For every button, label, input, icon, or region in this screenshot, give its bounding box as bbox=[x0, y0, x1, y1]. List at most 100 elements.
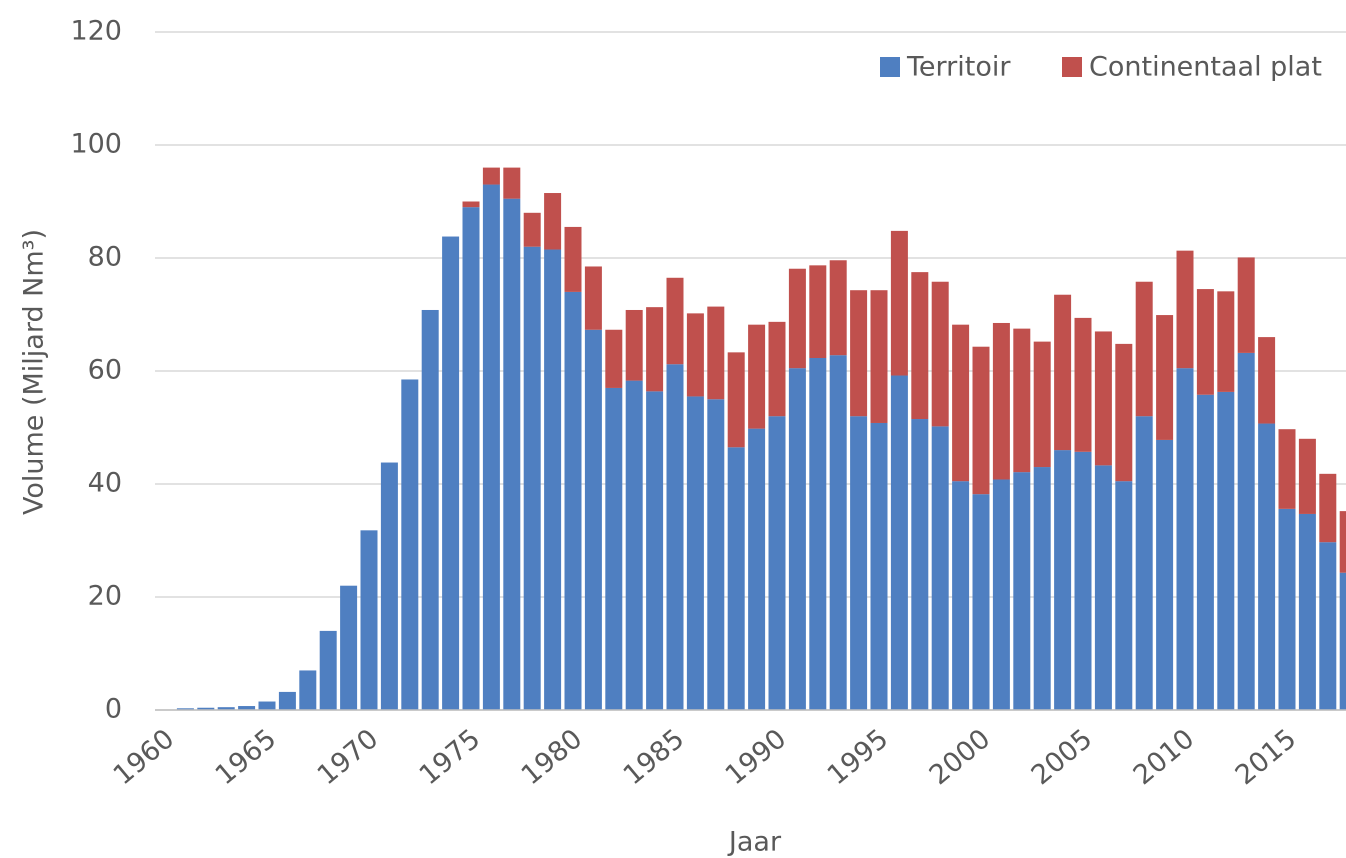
bar-segment bbox=[1339, 511, 1346, 573]
bar-segment bbox=[1033, 341, 1051, 468]
bar-segment bbox=[788, 368, 806, 710]
bar-segment bbox=[931, 426, 949, 710]
bar-segment bbox=[1013, 328, 1031, 473]
bar-segment bbox=[911, 272, 929, 420]
bar-segment bbox=[482, 167, 500, 185]
bar-segment bbox=[809, 265, 827, 359]
bar-segment bbox=[625, 309, 643, 381]
y-tick-label: 100 bbox=[70, 129, 122, 160]
x-tick-label: 1970 bbox=[312, 723, 385, 791]
bar-segment bbox=[1135, 281, 1153, 417]
bar-segment bbox=[646, 391, 664, 710]
bar-segment bbox=[870, 422, 888, 710]
bar-segment bbox=[1258, 337, 1276, 424]
x-tick-label: 1985 bbox=[618, 723, 691, 791]
bar-segment bbox=[1115, 481, 1133, 710]
y-tick-label: 80 bbox=[88, 242, 122, 273]
bar-segment bbox=[544, 193, 562, 250]
bar-segment bbox=[605, 387, 623, 710]
bar-segment bbox=[829, 260, 847, 356]
bar-segment bbox=[850, 290, 868, 417]
bar-segment bbox=[605, 329, 623, 388]
legend-swatch bbox=[880, 57, 900, 77]
bar-segment bbox=[258, 701, 276, 710]
bar-segment bbox=[462, 207, 480, 710]
bar-segment bbox=[992, 322, 1010, 480]
bar-segment bbox=[503, 198, 521, 711]
bar-segment bbox=[972, 494, 990, 710]
legend-swatch bbox=[1062, 57, 1082, 77]
bar-segment bbox=[931, 281, 949, 427]
bar-segment bbox=[1156, 315, 1174, 440]
bar-segment bbox=[850, 416, 868, 710]
y-tick-label: 40 bbox=[88, 468, 122, 499]
x-tick-label: 2015 bbox=[1230, 723, 1303, 791]
bar-segment bbox=[278, 691, 296, 710]
bar-segment bbox=[564, 291, 582, 710]
bar-segment bbox=[1237, 352, 1255, 710]
bar-segment bbox=[1115, 343, 1133, 482]
bar-segment bbox=[707, 399, 725, 710]
bar-segment bbox=[809, 358, 827, 710]
x-tick-label: 2005 bbox=[1026, 723, 1099, 791]
bar-segment bbox=[1074, 317, 1092, 452]
bar-segment bbox=[523, 212, 541, 247]
bar-segment bbox=[564, 226, 582, 292]
bar-segment bbox=[748, 428, 766, 710]
x-tick-label: 1980 bbox=[516, 723, 589, 791]
x-tick-label: 2010 bbox=[1128, 723, 1201, 791]
bar-segment bbox=[686, 313, 704, 397]
bar-segment bbox=[707, 306, 725, 400]
bar-segment bbox=[625, 380, 643, 710]
bar-segment bbox=[1319, 473, 1337, 543]
bar-segment bbox=[727, 447, 745, 710]
bar-segment bbox=[299, 670, 317, 710]
bar-segment bbox=[380, 462, 398, 710]
bar-segment bbox=[1217, 391, 1235, 710]
x-tick-label: 1960 bbox=[108, 723, 181, 791]
bar-segment bbox=[972, 346, 990, 495]
bar-segment bbox=[911, 419, 929, 710]
bar-segment bbox=[1237, 257, 1255, 353]
bar-segment bbox=[176, 708, 194, 710]
bar-segment bbox=[197, 707, 215, 710]
bar-segment bbox=[727, 352, 745, 448]
bar-segment bbox=[401, 379, 419, 710]
y-axis-label: Volume (Miljard Nm³) bbox=[19, 229, 50, 515]
bar-segment bbox=[442, 236, 460, 710]
bar-segment bbox=[1054, 450, 1072, 710]
bar-segment bbox=[788, 268, 806, 369]
bar-segment bbox=[1074, 451, 1092, 710]
x-tick-label: 1995 bbox=[822, 723, 895, 791]
bar-segment bbox=[1135, 416, 1153, 710]
bar-segment bbox=[686, 396, 704, 710]
bar-segment bbox=[829, 355, 847, 710]
bar-segment bbox=[992, 479, 1010, 710]
bar-segment bbox=[666, 364, 684, 710]
bar-segment bbox=[890, 375, 908, 710]
bar-segment bbox=[503, 167, 521, 199]
bar-segment bbox=[340, 585, 358, 710]
bar-segment bbox=[768, 416, 786, 710]
y-tick-label: 0 bbox=[105, 694, 122, 725]
y-tick-label: 120 bbox=[70, 16, 122, 47]
bar-segment bbox=[360, 530, 378, 710]
bar-segment bbox=[421, 309, 439, 710]
bar-segment bbox=[1176, 250, 1194, 369]
bar-segment bbox=[1258, 423, 1276, 710]
legend-label: Territoir bbox=[906, 52, 1011, 83]
bar-segment bbox=[319, 630, 337, 710]
bar-segment bbox=[1217, 291, 1235, 392]
bar-segment bbox=[1054, 294, 1072, 451]
bar-segment bbox=[238, 706, 256, 710]
x-axis-label: Jaar bbox=[727, 827, 782, 858]
bar-segment bbox=[666, 277, 684, 365]
x-tick-label: 1990 bbox=[720, 723, 793, 791]
bar-segment bbox=[1176, 368, 1194, 710]
bar-segment bbox=[748, 324, 766, 429]
bar-segment bbox=[217, 707, 235, 710]
x-tick-label: 1975 bbox=[414, 723, 487, 791]
bar-segment bbox=[890, 230, 908, 376]
